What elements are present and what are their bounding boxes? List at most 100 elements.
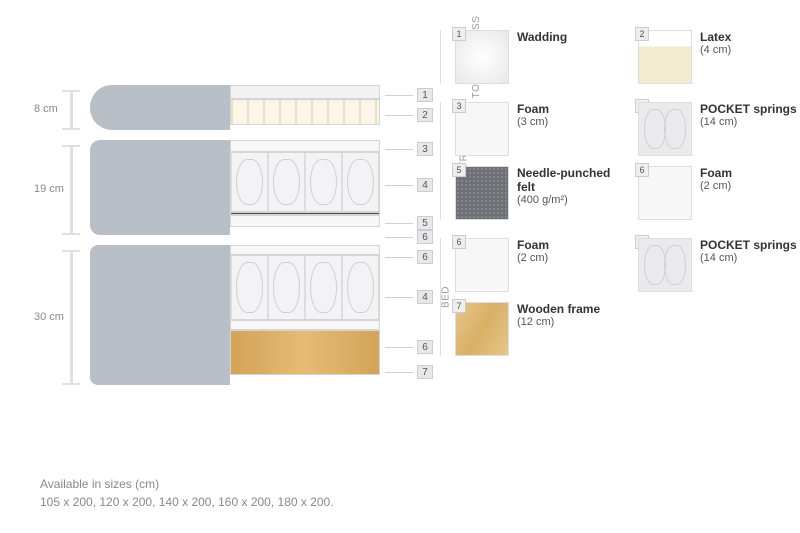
legend-item-sub: (4 cm) bbox=[700, 44, 731, 56]
cutaway bbox=[230, 85, 380, 130]
legend-item-title: Wadding bbox=[517, 30, 567, 44]
spring-icon bbox=[268, 153, 305, 211]
spring-icon bbox=[231, 256, 268, 319]
dimension-cap bbox=[62, 233, 80, 235]
cover-fabric bbox=[90, 140, 230, 235]
layer-springs bbox=[230, 255, 380, 320]
legend-item: 5Needle-punched felt(400 g/m²) bbox=[455, 166, 620, 220]
legend-item: 4POCKET springs(14 cm) bbox=[638, 238, 800, 292]
callout-lead bbox=[385, 297, 413, 298]
legend-group: TOP MATTRESS1Wadding2Latex(4 cm) bbox=[440, 30, 800, 84]
callout: 4 bbox=[385, 178, 433, 192]
legend-text: Wooden frame(12 cm) bbox=[517, 302, 600, 356]
mattress-section bbox=[90, 85, 380, 130]
swatch-wrap: 4 bbox=[638, 102, 692, 156]
legend-item-title: Wooden frame bbox=[517, 302, 600, 316]
legend-row: 5Needle-punched felt(400 g/m²)6Foam(2 cm… bbox=[455, 166, 800, 220]
legend-item: 4POCKET springs(14 cm) bbox=[638, 102, 800, 156]
callout-number: 6 bbox=[417, 340, 433, 354]
infographic-container: 8 cm19 cm30 cm 1234566467 TOP MATTRESS1W… bbox=[0, 0, 800, 533]
callout: 5 bbox=[385, 216, 433, 230]
callout-number: 1 bbox=[417, 88, 433, 102]
legend-item: 6 Foam(2 cm) bbox=[455, 238, 620, 292]
swatch-icon bbox=[638, 102, 692, 156]
callout-number: 6 bbox=[417, 250, 433, 264]
callout-lead bbox=[385, 95, 413, 96]
legend-item: 7 Wooden frame(12 cm) bbox=[455, 302, 620, 356]
legend-text: Latex(4 cm) bbox=[700, 30, 731, 84]
legend-item-title: Latex bbox=[700, 30, 731, 44]
legend-item-title: POCKET springs bbox=[700, 238, 797, 252]
layer-foam bbox=[230, 320, 380, 330]
sizes-list: 105 x 200, 120 x 200, 140 x 200, 160 x 2… bbox=[40, 495, 334, 509]
legend-item-title: Foam bbox=[517, 102, 549, 116]
dimension-line bbox=[70, 250, 73, 385]
legend-row: 7 Wooden frame(12 cm) bbox=[455, 302, 800, 356]
legend-item-title: Needle-punched felt bbox=[517, 166, 620, 194]
callout: 7 bbox=[385, 365, 433, 379]
swatch-number: 6 bbox=[452, 235, 466, 249]
layer-springs bbox=[230, 152, 380, 212]
swatch-wrap: 1 bbox=[455, 30, 509, 84]
legend-row: 6Foam(2 cm)4POCKET springs(14 cm) bbox=[455, 238, 800, 292]
legend-item-title: POCKET springs bbox=[700, 102, 797, 116]
legend-text: Needle-punched felt(400 g/m²) bbox=[517, 166, 620, 220]
callout: 6 bbox=[385, 340, 433, 354]
legend-group-label: BED bbox=[441, 286, 452, 308]
swatch-wrap: 2 bbox=[638, 30, 692, 84]
cutaway bbox=[230, 140, 380, 235]
legend-panel: TOP MATTRESS1Wadding2Latex(4 cm)MATTRESS… bbox=[420, 30, 800, 513]
swatch-number: 7 bbox=[452, 299, 466, 313]
legend-item-sub: (400 g/m²) bbox=[517, 194, 620, 206]
legend-item: 2 Latex(4 cm) bbox=[638, 30, 800, 84]
swatch-wrap: 6 bbox=[638, 166, 692, 220]
dimension-cap bbox=[62, 383, 80, 385]
callout-number: 6 bbox=[417, 230, 433, 244]
sizes-title: Available in sizes (cm) bbox=[40, 477, 334, 491]
dimension-label: 19 cm bbox=[34, 183, 70, 195]
legend-item-title: Foam bbox=[700, 166, 732, 180]
swatch-number: 6 bbox=[635, 163, 649, 177]
cover-fabric bbox=[90, 245, 230, 385]
legend-text: Wadding bbox=[517, 30, 567, 84]
callout-lead bbox=[385, 115, 413, 116]
callout-number: 3 bbox=[417, 142, 433, 156]
legend-item-title: Foam bbox=[517, 238, 549, 252]
dimension-cap bbox=[62, 90, 80, 92]
dimension-line bbox=[70, 145, 73, 235]
callout: 4 bbox=[385, 290, 433, 304]
callout-lead bbox=[385, 149, 413, 150]
legend-group: BED6Foam(2 cm)4POCKET springs(14 cm)7Woo… bbox=[440, 238, 800, 356]
swatch-wrap: 3 bbox=[455, 102, 509, 156]
dimension-cap bbox=[62, 145, 80, 147]
legend-text: Foam(2 cm) bbox=[517, 238, 549, 292]
legend-text: POCKET springs(14 cm) bbox=[700, 102, 797, 156]
swatch-icon bbox=[638, 238, 692, 292]
spring-icon bbox=[268, 256, 305, 319]
legend-item-sub: (14 cm) bbox=[700, 116, 797, 128]
dimension-cap bbox=[62, 250, 80, 252]
callout: 6 bbox=[385, 230, 433, 244]
swatch-number: 1 bbox=[452, 27, 466, 41]
dimension-line bbox=[70, 90, 73, 130]
legend-row: 1 Wadding 2 Latex(4 cm) bbox=[455, 30, 800, 84]
callout-lead bbox=[385, 347, 413, 348]
spring-icon bbox=[342, 256, 379, 319]
swatch-wrap: 4 bbox=[638, 238, 692, 292]
callout: 6 bbox=[385, 250, 433, 264]
callout: 3 bbox=[385, 142, 433, 156]
legend-row: 3Foam(3 cm)4POCKET springs(14 cm) bbox=[455, 102, 800, 156]
cutaway bbox=[230, 245, 380, 385]
callout: 2 bbox=[385, 108, 433, 122]
spring-icon bbox=[305, 153, 342, 211]
dimension-cap bbox=[62, 128, 80, 130]
swatch-wrap: 5 bbox=[455, 166, 509, 220]
legend-item-sub: (3 cm) bbox=[517, 116, 549, 128]
layer-wood bbox=[230, 330, 380, 375]
callout-number: 4 bbox=[417, 290, 433, 304]
cover-fabric bbox=[90, 85, 230, 130]
callout-number: 5 bbox=[417, 216, 433, 230]
layer-foam bbox=[230, 215, 380, 227]
layer-latex bbox=[230, 99, 380, 125]
legend-item: 3 Foam(3 cm) bbox=[455, 102, 620, 156]
